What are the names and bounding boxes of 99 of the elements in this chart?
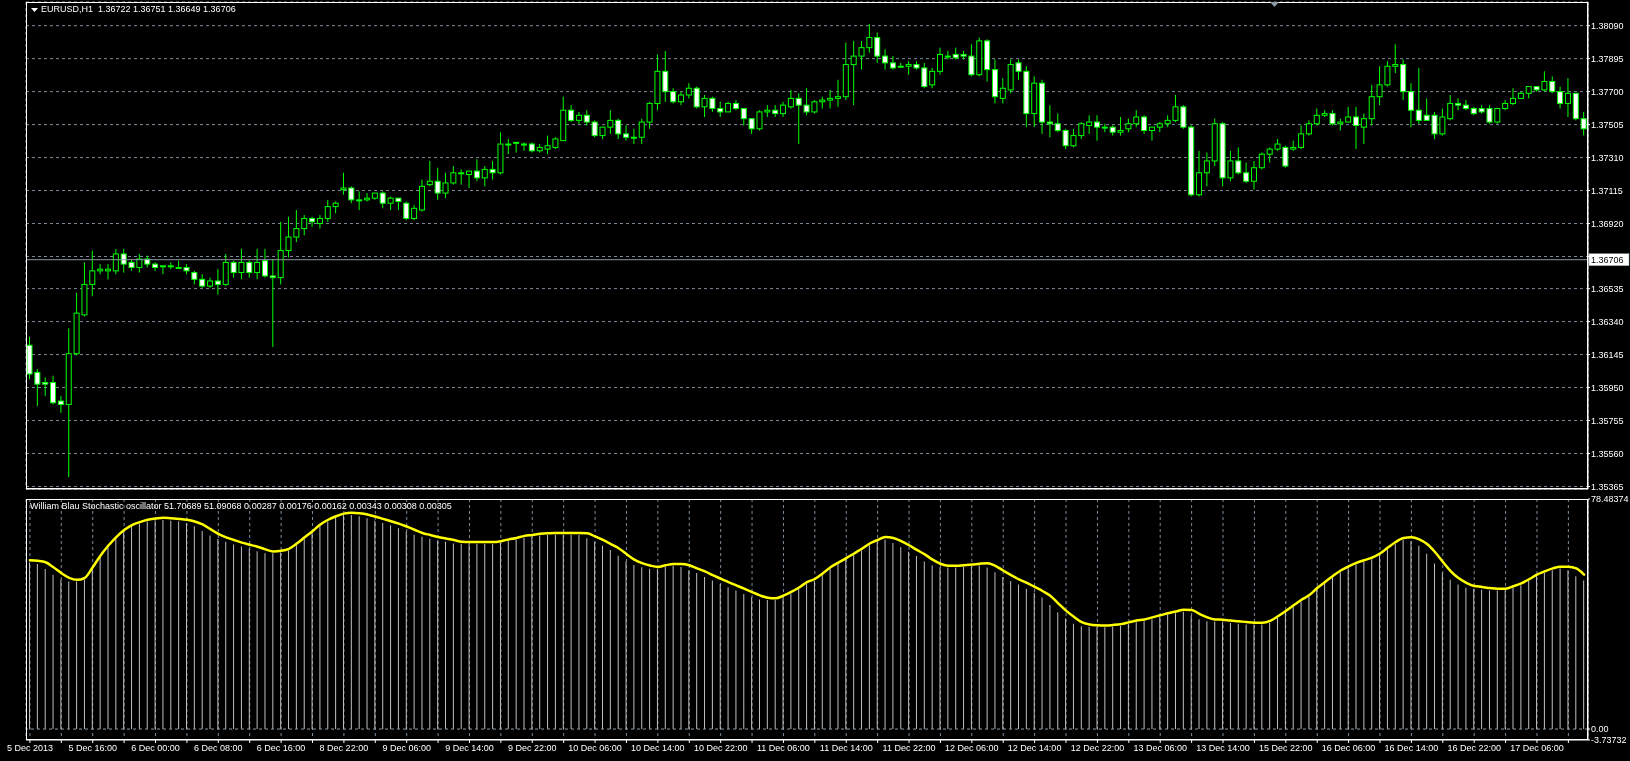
candlestick (834, 79, 841, 108)
candlestick (1196, 150, 1203, 197)
candlestick (615, 118, 622, 140)
y-tick-label: 1.36340 (1591, 316, 1624, 327)
x-tick-label: 10 Dec 14:00 (631, 743, 685, 754)
y-tick-label: 1.38090 (1591, 20, 1624, 31)
candlestick (57, 395, 64, 414)
x-tick-label: 13 Dec 06:00 (1133, 743, 1187, 754)
x-tick-label: 5 Dec 16:00 (68, 743, 117, 754)
x-tick-label: 15 Dec 22:00 (1259, 743, 1313, 754)
candlestick (882, 48, 889, 71)
candlestick (827, 89, 834, 110)
candlestick (1148, 126, 1155, 142)
y-tick-label: 1.35755 (1591, 415, 1624, 426)
x-tick-label: 11 Dec 06:00 (757, 743, 810, 754)
y-tick-label: 1.35560 (1591, 448, 1624, 459)
x-tick-label: 10 Dec 06:00 (568, 743, 622, 754)
x-tick-label: 17 Dec 06:00 (1510, 743, 1564, 754)
candlestick (521, 141, 527, 152)
candlestick (466, 170, 473, 189)
candlestick (152, 261, 159, 272)
x-tick-label: 16 Dec 06:00 (1321, 743, 1376, 754)
x-tick-label: 12 Dec 14:00 (1007, 743, 1062, 754)
candlestick (1564, 77, 1571, 118)
candlestick (473, 158, 480, 182)
x-tick-label: 16 Dec 14:00 (1384, 743, 1439, 754)
candlestick (254, 248, 261, 280)
candlestick (575, 111, 582, 125)
candlestick (944, 50, 951, 60)
candlestick (112, 248, 119, 275)
ref-line-label: 1.36706 (1591, 254, 1624, 265)
y-tick-label: -3.73732 (1591, 735, 1627, 746)
candlestick (316, 214, 323, 230)
candlestick (214, 268, 221, 296)
y-tick-label: 1.36535 (1591, 283, 1624, 294)
candlestick (1455, 97, 1462, 111)
candlestick (1353, 106, 1360, 150)
candlestick (1407, 82, 1414, 128)
candlestick (1360, 113, 1367, 145)
candlestick (630, 128, 637, 145)
y-tick-label: 78.48374 (1591, 494, 1629, 505)
candlestick (104, 263, 111, 280)
x-tick-label: 6 Dec 16:00 (256, 743, 306, 754)
candlestick (1510, 87, 1517, 106)
y-tick-label: 1.37505 (1591, 119, 1624, 130)
candlestick (42, 376, 49, 397)
line-series (28, 511, 1586, 627)
candlestick (269, 258, 276, 348)
x-tick-label: 16 Dec 22:00 (1447, 743, 1501, 754)
y-tick-label: 1.37700 (1591, 86, 1624, 97)
candlestick (937, 47, 944, 76)
y-tick-label: 1.37895 (1591, 53, 1624, 64)
y-tick-label: 1.35950 (1591, 382, 1624, 393)
candlestick (1203, 152, 1210, 187)
candlestick (1086, 114, 1093, 135)
x-tick-label: 9 Dec 14:00 (445, 743, 494, 754)
x-tick-label: 6 Dec 08:00 (194, 743, 243, 754)
y-tick-label: 1.35365 (1591, 481, 1624, 492)
candlestick (1243, 162, 1250, 184)
candlestick (1462, 99, 1469, 111)
candlestick (1046, 104, 1053, 138)
candlestick (261, 248, 268, 279)
candlestick (1415, 67, 1422, 125)
x-tick-label: 11 Dec 22:00 (882, 743, 936, 754)
x-tick-label: 9 Dec 06:00 (382, 743, 431, 754)
candlestick (426, 160, 433, 187)
candlestick (403, 201, 410, 221)
y-tick-label: 1.36145 (1591, 349, 1624, 360)
candlestick (1557, 86, 1564, 110)
candlestick (309, 216, 316, 228)
candlestick (623, 124, 630, 142)
y-tick-label: 0.00 (1591, 724, 1609, 735)
chart-title: EURUSD,H1 1.36722 1.36751 1.36649 1.36706 (41, 4, 236, 15)
candlestick (787, 89, 794, 110)
x-tick-label: 12 Dec 06:00 (945, 743, 999, 754)
y-tick-label: 1.37310 (1591, 152, 1624, 163)
candlestick (1094, 114, 1100, 142)
candlestick (929, 67, 936, 89)
x-tick-label: 6 Dec 00:00 (131, 743, 180, 754)
y-tick-label: 1.37115 (1591, 185, 1623, 196)
candlestick (1298, 124, 1305, 150)
x-tick-label: 12 Dec 22:00 (1070, 743, 1125, 754)
candlestick (356, 190, 363, 211)
candlestick (418, 179, 425, 213)
chart-title: William Blau Stochastic oscillator 51.70689 51.09068 0.00287 0.00176 0.00162 0.00343 0.00308 0.00305 (30, 501, 452, 512)
x-tick-label: 13 Dec 14:00 (1196, 743, 1250, 754)
candlestick (999, 77, 1006, 104)
x-tick-label: 11 Dec 14:00 (819, 743, 873, 754)
candlestick (97, 263, 104, 275)
candlestick (1141, 114, 1148, 135)
x-tick-label: 8 Dec 22:00 (319, 743, 369, 754)
x-tick-label: 10 Dec 22:00 (693, 743, 748, 754)
x-tick-label: 5 Dec 2013 (6, 743, 53, 754)
candlestick (1250, 160, 1257, 191)
y-tick-label: 1.36920 (1591, 218, 1624, 229)
candlestick (50, 375, 57, 405)
x-tick-label: 9 Dec 22:00 (508, 743, 557, 754)
candlestick (889, 55, 896, 71)
candlestick (159, 265, 166, 275)
